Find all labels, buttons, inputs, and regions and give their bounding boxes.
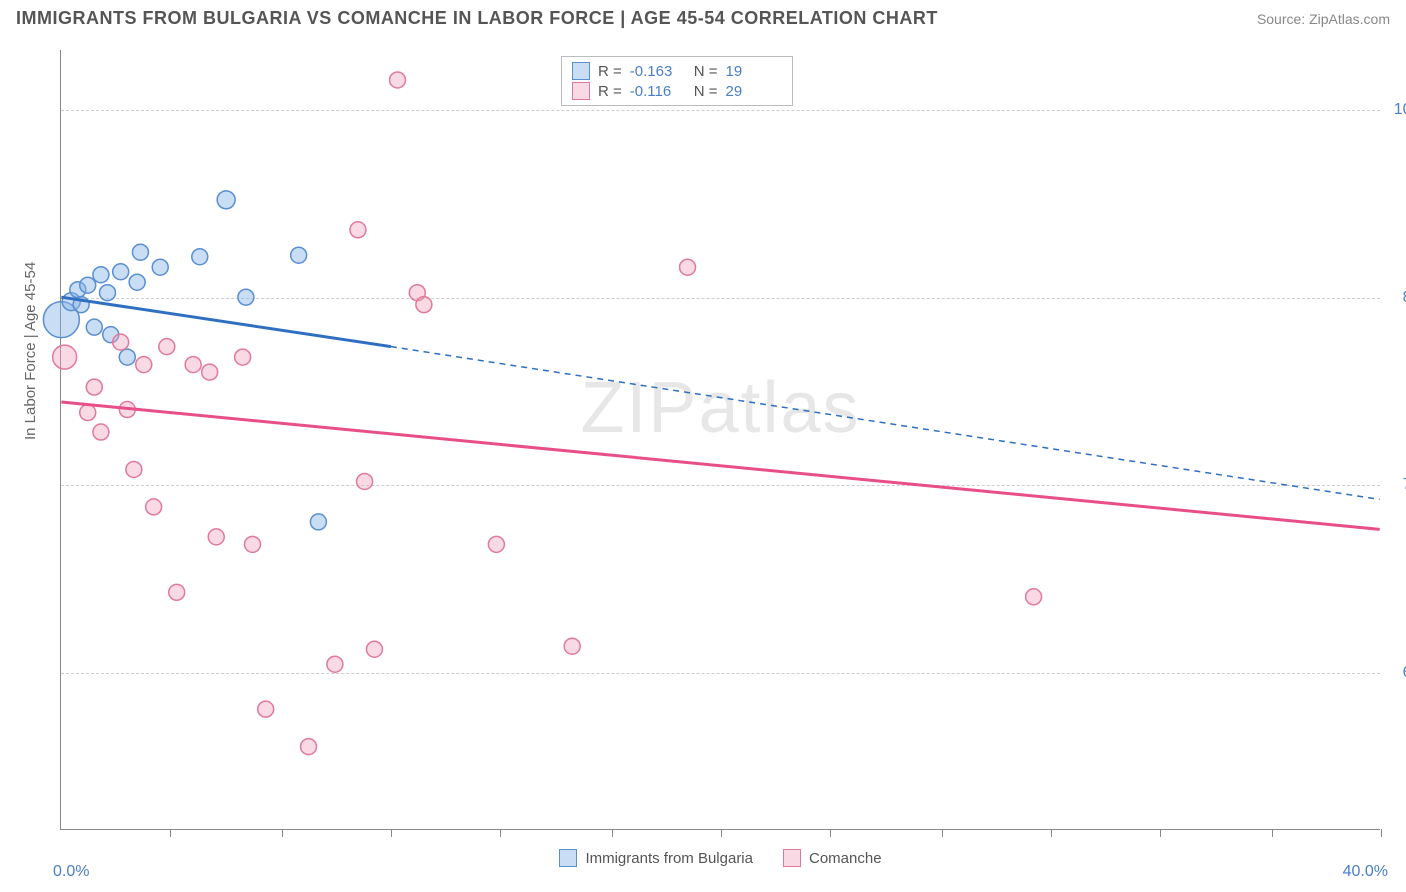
legend-series: Immigrants from Bulgaria Comanche — [61, 849, 1380, 867]
y-axis-title: In Labor Force | Age 45-54 — [22, 262, 39, 440]
r-label: R = — [598, 83, 622, 100]
series-2-name: Comanche — [809, 850, 882, 867]
plot-area: ZIPatlas 62.5%75.0%87.5%100.0% R = -0.16… — [60, 50, 1380, 830]
series-2-swatch — [783, 849, 801, 867]
series-1-swatch — [572, 62, 590, 80]
r-label: R = — [598, 63, 622, 80]
x-tick-min: 0.0% — [53, 863, 89, 881]
series-2-swatch — [572, 82, 590, 100]
legend-stats: R = -0.163 N = 19 R = -0.116 N = 29 — [561, 56, 793, 106]
series-2-r: -0.116 — [630, 83, 686, 100]
source-label: Source: ZipAtlas.com — [1257, 11, 1390, 27]
legend-stats-row-1: R = -0.163 N = 19 — [572, 61, 782, 81]
y-tick-label: 100.0% — [1388, 101, 1406, 119]
n-label: N = — [694, 83, 718, 100]
series-1-name: Immigrants from Bulgaria — [585, 850, 753, 867]
series-1-swatch — [559, 849, 577, 867]
title-bar: IMMIGRANTS FROM BULGARIA VS COMANCHE IN … — [16, 8, 1390, 29]
n-label: N = — [694, 63, 718, 80]
scatter-svg — [61, 50, 1380, 829]
x-tick-max: 40.0% — [1343, 863, 1388, 881]
series-2-n: 29 — [726, 83, 782, 100]
legend-stats-row-2: R = -0.116 N = 29 — [572, 81, 782, 101]
series-1-n: 19 — [726, 63, 782, 80]
series-1-r: -0.163 — [630, 63, 686, 80]
legend-item-1: Immigrants from Bulgaria — [559, 849, 753, 867]
y-tick-label: 62.5% — [1388, 664, 1406, 682]
chart-title: IMMIGRANTS FROM BULGARIA VS COMANCHE IN … — [16, 8, 938, 29]
y-tick-label: 75.0% — [1388, 476, 1406, 494]
legend-item-2: Comanche — [783, 849, 882, 867]
y-tick-label: 87.5% — [1388, 289, 1406, 307]
